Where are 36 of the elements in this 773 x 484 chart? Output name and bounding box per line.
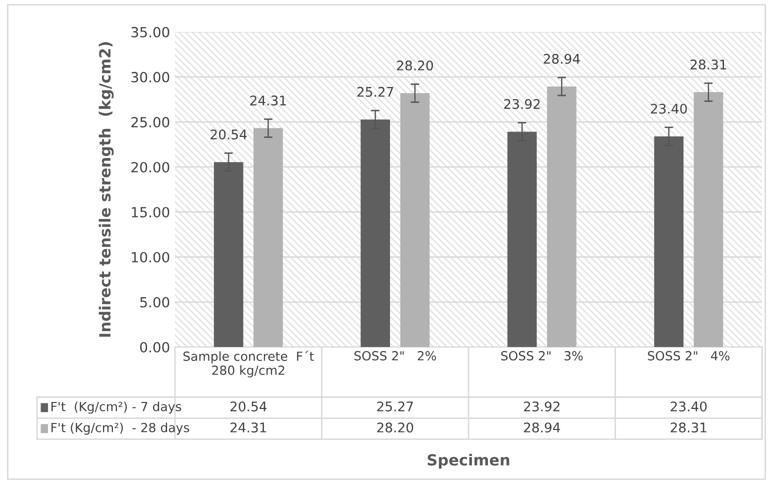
data-label: 23.92 [524,401,560,412]
y-tick-label: 5.00 [140,296,170,308]
bar [694,92,724,348]
bar [254,128,283,348]
y-tick-label: 30.00 [131,72,170,82]
data-label: 24.31 [230,422,266,432]
text: Specimen [428,454,510,469]
data-label: 28.20 [377,422,414,432]
data-label: 28.94 [524,422,560,432]
y-tick-label: 25.00 [131,116,170,128]
text: 20.54 [210,129,247,140]
legend-label: F't (Kg/cm²) - 28 days [51,422,190,435]
text: 23.92 [504,99,540,110]
y-tick-label: 35.00 [131,26,170,38]
y-tick-label: 20.00 [131,162,170,172]
text: 25.27 [357,86,394,97]
x-tick-label: Sample concrete F´t 280 kg/cm2 [183,350,314,378]
data-label: 23.40 [670,401,707,412]
bar [400,93,430,348]
data-label: 20.54 [230,401,267,412]
x-tick-label: SOSS 2" 4% [648,351,730,360]
y-tick-label: 0.00 [140,342,170,352]
y-axis-title: Indirect tensile strength (kg/cm2) [98,42,114,337]
data-label: 25.27 [377,401,413,412]
bar [547,86,576,348]
text: 28.20 [397,60,433,70]
x-tick-label: SOSS 2" 3% [501,351,583,360]
data-label: 28.31 [670,422,706,432]
text: 28.31 [690,60,726,70]
y-tick-label: 10.00 [132,252,170,262]
text: 28.94 [544,54,580,64]
x-tick-label: SOSS 2" 2% [354,351,436,360]
text: 23.40 [650,104,687,114]
text: 24.31 [250,96,286,106]
legend-label: F't (Kg/cm²) - 7 days [51,402,182,414]
y-tick-label: 15.00 [132,206,170,218]
